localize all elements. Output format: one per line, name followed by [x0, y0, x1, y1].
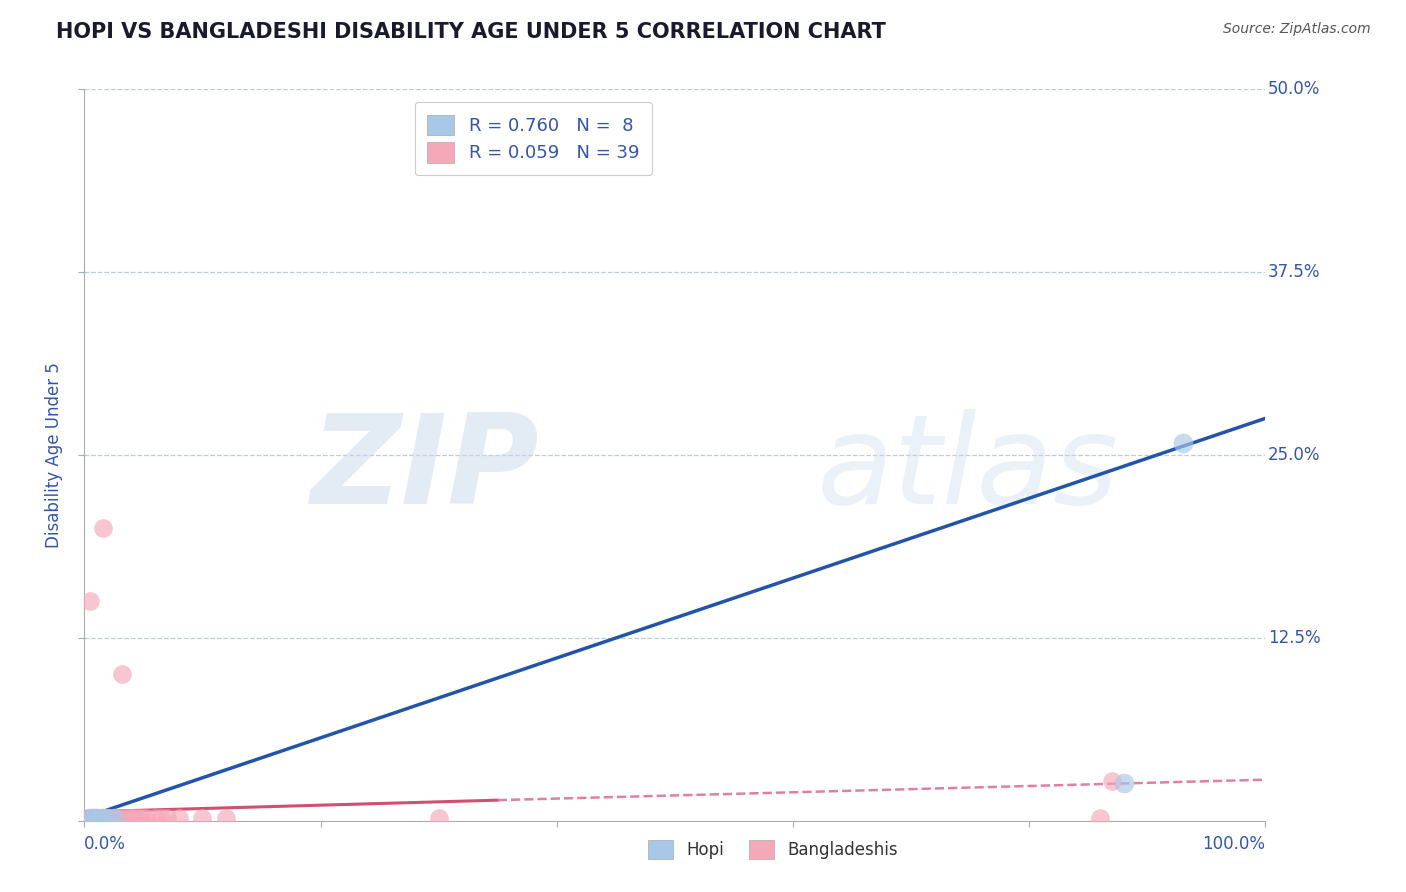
Point: [150, 811, 173, 825]
Point: [93, 811, 115, 825]
Text: 50.0%: 50.0%: [1268, 80, 1320, 98]
Point: [107, 811, 129, 825]
Point: [121, 811, 143, 825]
Legend: Hopi, Bangladeshis: Hopi, Bangladeshis: [641, 833, 905, 866]
Point: [1171, 436, 1194, 450]
Point: [108, 811, 131, 825]
Point: [215, 811, 238, 825]
Text: ZIP: ZIP: [311, 409, 538, 530]
Point: [143, 811, 166, 825]
Point: [98, 811, 121, 825]
Point: [96, 811, 118, 825]
Point: [91, 521, 114, 535]
Point: [83, 811, 105, 825]
Point: [127, 811, 149, 825]
Point: [105, 811, 128, 825]
Point: [97, 811, 120, 825]
Point: [79, 811, 101, 825]
Point: [103, 811, 125, 825]
Text: HOPI VS BANGLADESHI DISABILITY AGE UNDER 5 CORRELATION CHART: HOPI VS BANGLADESHI DISABILITY AGE UNDER…: [56, 22, 886, 42]
Point: [1101, 774, 1123, 789]
Point: [84, 811, 107, 825]
Point: [94, 811, 117, 825]
Text: 37.5%: 37.5%: [1268, 263, 1320, 281]
Text: 0.0%: 0.0%: [84, 835, 127, 854]
Point: [156, 811, 179, 825]
Point: [84, 811, 107, 825]
Point: [80, 811, 103, 825]
Point: [77, 811, 100, 825]
Y-axis label: Disability Age Under 5: Disability Age Under 5: [45, 362, 63, 548]
Point: [79, 594, 101, 608]
Text: 25.0%: 25.0%: [1268, 446, 1320, 464]
Point: [118, 811, 141, 825]
Point: [1088, 811, 1111, 825]
Point: [82, 811, 104, 825]
Text: Source: ZipAtlas.com: Source: ZipAtlas.com: [1223, 22, 1371, 37]
Point: [1112, 775, 1135, 789]
Text: atlas: atlas: [817, 409, 1119, 530]
Point: [114, 811, 136, 825]
Point: [103, 811, 125, 825]
Point: [89, 811, 111, 825]
Point: [135, 811, 157, 825]
Text: 100.0%: 100.0%: [1202, 835, 1265, 854]
Point: [111, 667, 134, 681]
Point: [77, 811, 100, 825]
Point: [91, 811, 114, 825]
Point: [191, 811, 214, 825]
Point: [427, 811, 450, 825]
Point: [122, 811, 145, 825]
Legend: R = 0.760   N =  8, R = 0.059   N = 39: R = 0.760 N = 8, R = 0.059 N = 39: [415, 102, 652, 175]
Point: [167, 811, 190, 825]
Point: [82, 811, 104, 825]
Point: [94, 811, 117, 825]
Point: [87, 811, 110, 825]
Point: [129, 811, 152, 825]
Point: [86, 811, 108, 825]
Point: [84, 811, 107, 825]
Text: 12.5%: 12.5%: [1268, 629, 1320, 647]
Point: [91, 811, 114, 825]
